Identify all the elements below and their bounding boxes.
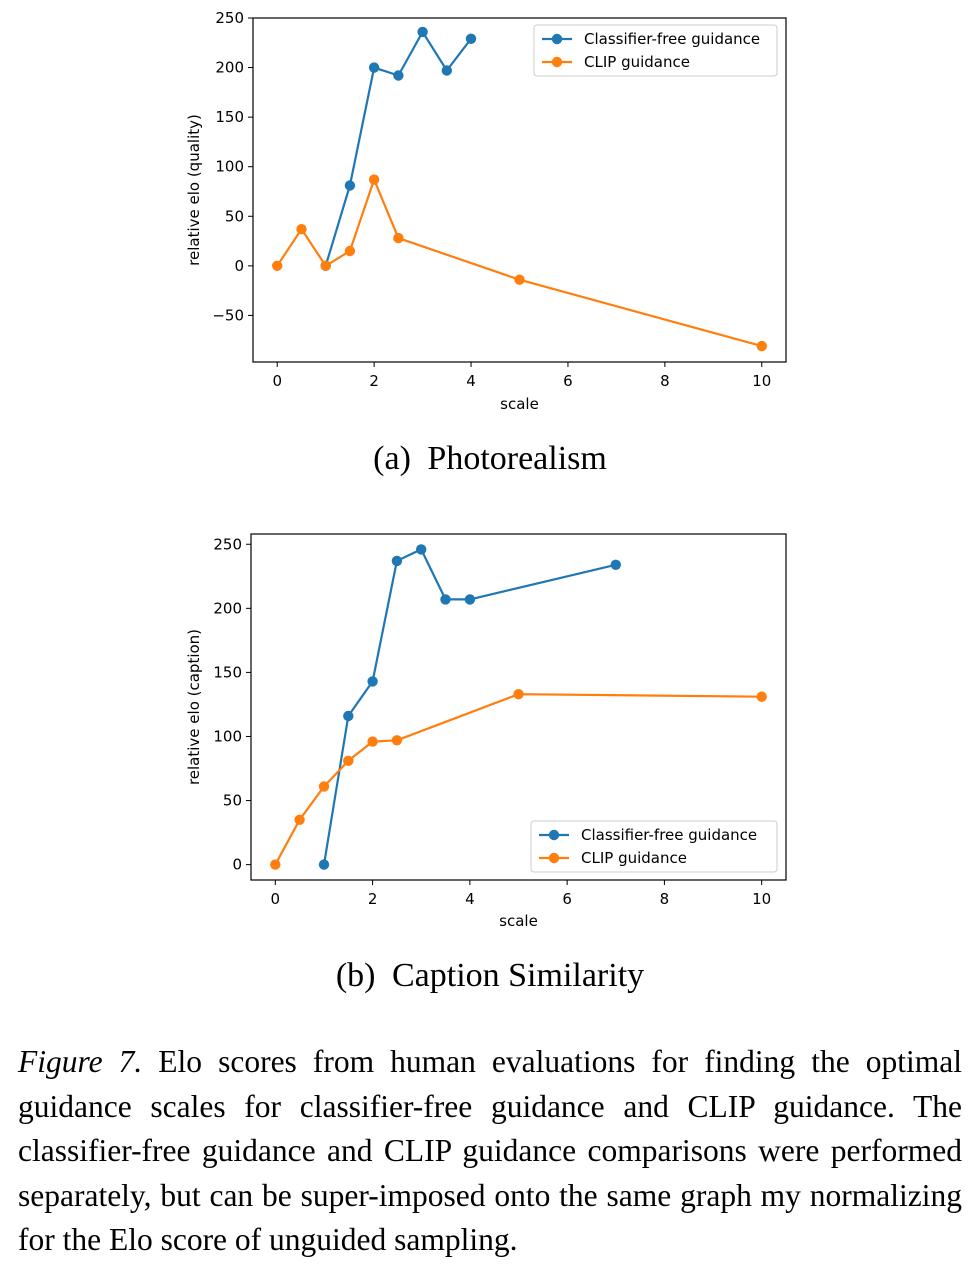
x-tick-label: 6 [563,372,573,390]
x-tick-label: 2 [368,890,378,908]
figure-caption-label: Figure 7. [18,1044,143,1079]
data-point [343,755,354,766]
series-line-1 [274,693,762,866]
data-point [756,340,767,352]
data-point [294,814,305,825]
x-tick-label: 8 [660,372,670,390]
data-point [393,70,404,81]
data-point [756,691,767,702]
data-point [318,781,330,792]
subcaption-photorealism: (a) Photorealism [0,440,980,478]
subcaption-b-text: Caption Similarity [391,957,645,994]
y-tick-label: 0 [234,257,244,275]
x-tick-label: 4 [465,890,475,908]
data-point [320,260,331,271]
legend-entry: CLIP guidance [584,53,690,71]
legend-swatch-marker [548,852,560,864]
y-tick-label: 200 [215,59,244,77]
y-tick-label: 150 [215,108,244,126]
y-tick-label: 250 [215,9,244,27]
data-point [272,260,283,271]
x-tick-label: 10 [752,890,771,908]
subcaption-a-text: Photorealism [427,440,607,477]
y-tick-label: 50 [225,207,244,225]
legend-entry: CLIP guidance [581,849,687,867]
legend-entry: Classifier-free guidance [584,30,760,48]
data-point [417,26,428,38]
data-point [441,65,452,76]
data-point [270,859,281,870]
y-tick-label: 100 [215,158,244,176]
legend-entry: Classifier-free guidance [581,826,757,844]
data-point [368,62,380,73]
data-point [367,736,378,747]
y-tick-label: 150 [213,663,242,681]
data-point [344,245,356,257]
legend-box [533,24,778,77]
data-point [368,174,380,185]
data-point [367,676,378,687]
data-point [464,594,476,605]
x-tick-label: 8 [660,890,670,908]
data-point [465,33,477,44]
data-point [391,555,403,567]
data-point [344,180,356,191]
x-axis-label: scale [499,912,538,930]
y-axis-label: relative elo (caption) [185,629,203,785]
y-tick-label: 0 [232,856,242,874]
data-point [440,594,451,605]
x-tick-label: 10 [752,372,771,390]
y-tick-label: 200 [213,599,242,617]
legend-box [530,820,778,873]
y-tick-label: 50 [223,792,242,810]
x-tick-label: 2 [369,372,379,390]
legend-swatch-marker [551,56,563,68]
figure-caption-text: Elo scores from human evaluations for fi… [18,1044,962,1257]
x-axis-label: scale [500,395,539,413]
data-point [610,559,621,570]
y-tick-label: −50 [212,306,244,324]
x-tick-label: 0 [271,890,281,908]
x-tick-label: 6 [562,890,572,908]
y-tick-label: 250 [213,535,242,553]
legend-swatch-marker [548,829,560,841]
data-point [416,544,427,555]
x-tick-label: 4 [466,372,476,390]
plot-frame [250,533,787,881]
subcaption-a-label: (a) [373,440,411,477]
subcaption-b-label: (b) [335,957,376,994]
data-point [513,689,524,700]
plot-frame [252,17,787,363]
data-point [296,224,307,235]
x-tick-label: 0 [272,372,282,390]
data-point [393,232,404,244]
data-point [343,710,354,722]
data-point [514,274,525,285]
data-point [391,735,403,746]
y-tick-label: 100 [213,727,242,745]
data-point [318,859,330,870]
chart-photorealism: 0 2 4 6 8 10 −50 0 50 100 150 200 250 scale relative e… [185,9,787,413]
series-line-1 [276,178,763,348]
subcaption-caption-similarity: (b) Caption Similarity [0,957,980,995]
y-axis-label: relative elo (quality) [185,114,203,266]
legend-swatch-marker [551,33,563,45]
figure-caption: Figure 7. Elo scores from human evaluati… [18,1040,962,1263]
